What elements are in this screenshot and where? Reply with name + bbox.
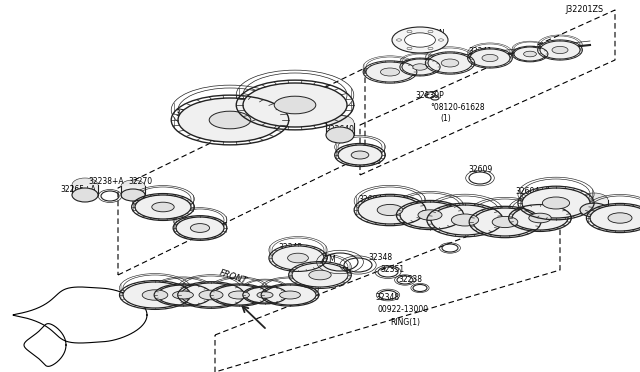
Text: 32204: 32204	[315, 276, 339, 285]
Ellipse shape	[173, 291, 193, 299]
Text: 32250: 32250	[548, 189, 572, 198]
Text: 32253: 32253	[357, 157, 381, 167]
Ellipse shape	[400, 202, 460, 228]
Ellipse shape	[380, 68, 399, 76]
Ellipse shape	[280, 291, 300, 299]
Ellipse shape	[228, 291, 250, 299]
Text: 32262P: 32262P	[570, 203, 598, 212]
Text: 32223M: 32223M	[318, 267, 349, 276]
Text: 00922-13000: 00922-13000	[378, 305, 429, 314]
Ellipse shape	[402, 59, 438, 75]
Ellipse shape	[524, 51, 536, 57]
Ellipse shape	[209, 111, 251, 129]
Ellipse shape	[514, 47, 546, 61]
Ellipse shape	[176, 217, 224, 239]
Text: (1): (1)	[440, 113, 451, 122]
Text: 32602: 32602	[375, 211, 399, 219]
Text: 322640: 322640	[325, 125, 354, 135]
Ellipse shape	[377, 204, 403, 216]
Ellipse shape	[451, 214, 479, 226]
Ellipse shape	[418, 210, 442, 220]
Text: FRONT: FRONT	[218, 269, 248, 286]
Text: 32600M: 32600M	[435, 221, 466, 230]
Text: J32201ZS: J32201ZS	[565, 6, 603, 15]
Ellipse shape	[552, 46, 568, 54]
Ellipse shape	[72, 188, 98, 202]
Ellipse shape	[121, 189, 145, 201]
Ellipse shape	[392, 27, 448, 53]
Ellipse shape	[178, 98, 282, 142]
Text: RING(1): RING(1)	[390, 317, 420, 327]
Text: 32238+A: 32238+A	[88, 177, 124, 186]
Ellipse shape	[326, 127, 354, 143]
Ellipse shape	[351, 151, 369, 159]
Ellipse shape	[529, 213, 551, 223]
Ellipse shape	[72, 178, 98, 192]
Text: 32602: 32602	[480, 225, 504, 234]
Text: 32241: 32241	[468, 48, 492, 57]
Ellipse shape	[135, 195, 191, 219]
Ellipse shape	[191, 224, 210, 232]
Text: 32265+A: 32265+A	[60, 186, 96, 195]
Ellipse shape	[366, 62, 414, 82]
Ellipse shape	[441, 59, 459, 67]
Ellipse shape	[482, 54, 498, 62]
Ellipse shape	[580, 203, 608, 217]
Ellipse shape	[413, 64, 428, 70]
Ellipse shape	[157, 285, 209, 305]
Ellipse shape	[264, 285, 316, 305]
Text: 32139P: 32139P	[415, 90, 444, 99]
Ellipse shape	[470, 49, 510, 67]
Text: 32604: 32604	[358, 196, 382, 205]
Ellipse shape	[243, 83, 347, 127]
Ellipse shape	[580, 193, 608, 207]
Ellipse shape	[512, 206, 568, 230]
Text: 32609: 32609	[468, 166, 492, 174]
Ellipse shape	[245, 287, 285, 303]
Text: °08120-61628: °08120-61628	[430, 103, 484, 112]
Text: 32604+A: 32604+A	[515, 187, 551, 196]
Text: 32348: 32348	[368, 253, 392, 263]
Text: 32238: 32238	[398, 276, 422, 285]
Text: 32351: 32351	[380, 266, 404, 275]
Ellipse shape	[543, 197, 570, 209]
Text: 32342: 32342	[278, 244, 302, 253]
Ellipse shape	[608, 213, 632, 223]
Text: 32219N: 32219N	[415, 29, 445, 38]
Ellipse shape	[121, 180, 145, 192]
Text: 32270: 32270	[128, 177, 152, 186]
Text: 32348: 32348	[375, 294, 399, 302]
Ellipse shape	[473, 208, 537, 236]
Text: 32260: 32260	[605, 224, 629, 232]
Text: 32341: 32341	[150, 198, 174, 206]
Ellipse shape	[287, 253, 308, 263]
Text: 32245: 32245	[175, 109, 199, 118]
Ellipse shape	[152, 202, 174, 212]
Ellipse shape	[213, 285, 265, 305]
Ellipse shape	[123, 282, 187, 308]
Ellipse shape	[590, 205, 640, 231]
Ellipse shape	[142, 290, 168, 300]
Ellipse shape	[492, 217, 518, 228]
Ellipse shape	[326, 115, 354, 131]
Ellipse shape	[274, 96, 316, 114]
Ellipse shape	[522, 188, 590, 218]
Text: 32272N: 32272N	[590, 214, 620, 222]
Ellipse shape	[540, 41, 580, 59]
Text: 32265+B: 32265+B	[185, 221, 221, 230]
Ellipse shape	[428, 53, 472, 73]
Ellipse shape	[404, 33, 435, 47]
Ellipse shape	[338, 145, 382, 165]
Ellipse shape	[272, 246, 324, 270]
Ellipse shape	[257, 292, 273, 298]
Ellipse shape	[181, 283, 241, 307]
Ellipse shape	[292, 263, 348, 287]
Text: 32230: 32230	[265, 87, 289, 96]
Ellipse shape	[358, 196, 422, 224]
Ellipse shape	[199, 290, 223, 300]
Ellipse shape	[309, 270, 332, 280]
Text: 32237M: 32237M	[305, 256, 336, 264]
Ellipse shape	[431, 205, 499, 235]
